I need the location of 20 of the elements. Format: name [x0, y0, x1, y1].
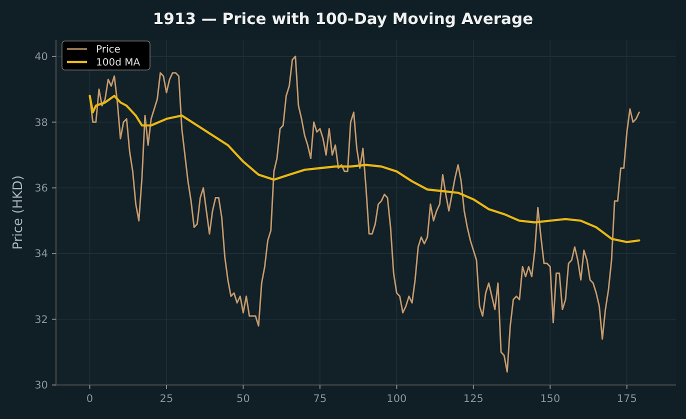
y-axis-title: Price (HKD)	[11, 175, 26, 250]
x-tick-label: 175	[616, 393, 637, 405]
x-tick-label: 150	[540, 393, 560, 405]
legend-label: Price	[96, 44, 120, 56]
x-tick-label: 125	[463, 393, 484, 405]
legend-label: 100d MA	[96, 58, 140, 68]
line-series	[89, 56, 640, 373]
x-tick-label: 100	[386, 393, 407, 405]
y-tick-label: 34	[34, 248, 48, 260]
line-series	[88, 94, 640, 244]
chart-title: 1913 — Price with 100-Day Moving Average	[152, 10, 534, 28]
y-tick-label: 30	[34, 380, 48, 392]
y-tick-label: 32	[34, 314, 48, 326]
y-tick-label: 36	[34, 182, 48, 195]
y-tick-label: 38	[34, 116, 48, 129]
y-tick-label: 40	[34, 51, 48, 64]
x-tick-label: 0	[86, 393, 94, 405]
x-tick-label: 50	[236, 393, 250, 405]
x-tick-label: 75	[313, 393, 327, 405]
x-tick-label: 25	[160, 393, 174, 405]
